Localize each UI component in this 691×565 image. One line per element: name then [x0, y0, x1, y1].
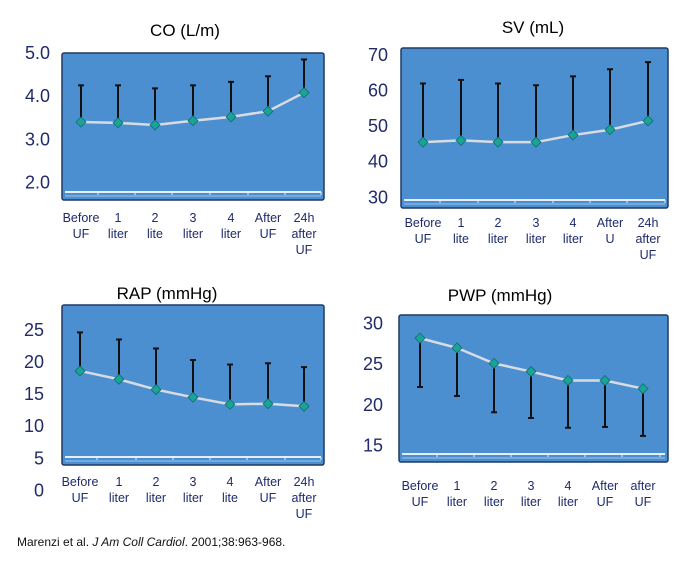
co-x-tick-label: After UF: [255, 211, 281, 241]
pwp-x-tick-label: 4 liter: [558, 479, 578, 509]
citation-journal: J Am Coll Cardiol: [92, 535, 185, 549]
co-title: CO (L/m): [150, 21, 220, 40]
rap-data-point: [298, 400, 310, 412]
pwp-x-tick-label: After UF: [592, 479, 618, 509]
sv-data-point: [567, 129, 579, 141]
sv-y-tick-label: 30: [368, 187, 388, 207]
co-y-tick-label: 5.0: [25, 43, 50, 63]
co-x-tick-label: 3 liter: [183, 211, 203, 241]
co-x-tick-label: 4 liter: [221, 211, 241, 241]
pwp-data-point: [637, 383, 649, 395]
rap-x-tick-label: 24h after UF: [291, 475, 316, 521]
rap-data-point: [74, 365, 86, 377]
co-x-tick-label: 24h after UF: [291, 211, 316, 257]
co-data-point: [225, 111, 237, 123]
co-data-point: [112, 117, 124, 129]
sv-title: SV (mL): [502, 18, 564, 37]
co-chart: CO (L/m) 5.0 4.0 3.0 2.0 Before UF 1 liter 2 lite…: [25, 21, 325, 257]
co-y-tick-label: 3.0: [25, 129, 50, 149]
pwp-data-point: [599, 374, 611, 387]
sv-x-tick-label: After U: [597, 216, 623, 246]
sv-x-tick-label: 1 lite: [453, 216, 469, 246]
pwp-y-tick-label: 25: [363, 354, 383, 374]
sv-y-tick-label: 70: [368, 45, 388, 65]
pwp-data-point: [451, 342, 463, 354]
rap-x-tick-label: 2 liter: [146, 475, 166, 505]
rap-y-tick-label: 5: [34, 448, 44, 468]
pwp-data-point: [488, 357, 500, 369]
co-x-tick-label: 2 lite: [147, 211, 163, 241]
rap-x-tick-label: Before UF: [62, 475, 99, 505]
rap-y-tick-label: 25: [24, 320, 44, 340]
rap-data-point: [262, 398, 274, 410]
rap-data-point: [150, 384, 162, 396]
rap-x-tick-label: 4 lite: [222, 475, 238, 505]
rap-y-tick-label: 15: [24, 384, 44, 404]
co-y-tick-label: 2.0: [25, 172, 50, 192]
rap-x-tick-label: 1 liter: [109, 475, 129, 505]
sv-x-tick-label: 24h after UF: [635, 216, 660, 262]
citation-details: . 2001;38:963-968.: [184, 535, 286, 549]
rap-x-tick-label: 3 liter: [183, 475, 203, 505]
citation: Marenzi et al. J Am Coll Cardiol. 2001;3…: [17, 535, 285, 549]
pwp-chart: PWP (mmHg) 30 25 20 15 Before UF 1 liter 2 liter 3…: [363, 286, 669, 509]
rap-title: RAP (mmHg): [117, 284, 218, 303]
sv-y-tick-label: 40: [368, 152, 388, 172]
pwp-data-point: [414, 332, 426, 344]
sv-data-point: [417, 136, 429, 148]
co-data-point: [298, 87, 310, 99]
rap-chart: RAP (mmHg) 25 20 15 10 5 0 Before UF 1 liter 2 lite…: [24, 284, 325, 521]
sv-x-tick-label: 2 liter: [488, 216, 508, 246]
sv-chart: SV (mL) 70 60 50 40 30 Before UF 1 lite 2 liter 3 li…: [368, 18, 669, 262]
sv-data-point: [604, 124, 616, 136]
pwp-x-tick-label: 1 liter: [447, 479, 467, 509]
sv-data-point: [530, 136, 542, 148]
rap-data-point: [224, 398, 236, 410]
co-data-point: [149, 119, 161, 131]
sv-y-tick-label: 50: [368, 116, 388, 136]
sv-y-tick-label: 60: [368, 81, 388, 101]
pwp-x-tick-label: 2 liter: [484, 479, 504, 509]
rap-y-tick-label: 20: [24, 352, 44, 372]
co-y-tick-label: 4.0: [25, 86, 50, 106]
co-x-tick-label: Before UF: [63, 211, 100, 241]
pwp-x-tick-label: Before UF: [402, 479, 439, 509]
sv-x-tick-label: 4 liter: [563, 216, 583, 246]
co-data-point: [75, 116, 87, 128]
sv-x-tick-label: 3 liter: [526, 216, 546, 246]
rap-data-point: [187, 391, 199, 403]
pwp-data-point: [562, 374, 574, 387]
pwp-x-tick-label: after UF: [630, 479, 655, 509]
co-data-point: [262, 105, 274, 117]
sv-x-tick-label: Before UF: [405, 216, 442, 246]
pwp-data-point: [525, 365, 537, 378]
pwp-y-tick-label: 30: [363, 313, 383, 333]
rap-y-tick-label: 10: [24, 416, 44, 436]
rap-x-tick-label: After UF: [255, 475, 281, 505]
co-plot-area: [61, 52, 325, 201]
sv-data-point: [642, 115, 654, 127]
sv-data-point: [492, 136, 504, 148]
co-data-point: [187, 115, 199, 127]
sv-plot-area: [400, 47, 669, 209]
pwp-plot-area: [398, 314, 669, 463]
rap-data-point: [113, 373, 125, 385]
rap-y-tick-label: 0: [34, 480, 44, 500]
sv-data-point: [455, 134, 467, 146]
pwp-y-tick-label: 15: [363, 436, 383, 456]
pwp-x-tick-label: 3 liter: [521, 479, 541, 509]
pwp-y-tick-label: 20: [363, 395, 383, 415]
co-x-tick-label: 1 liter: [108, 211, 128, 241]
pwp-title: PWP (mmHg): [448, 286, 553, 305]
citation-authors: Marenzi et al.: [17, 535, 90, 549]
